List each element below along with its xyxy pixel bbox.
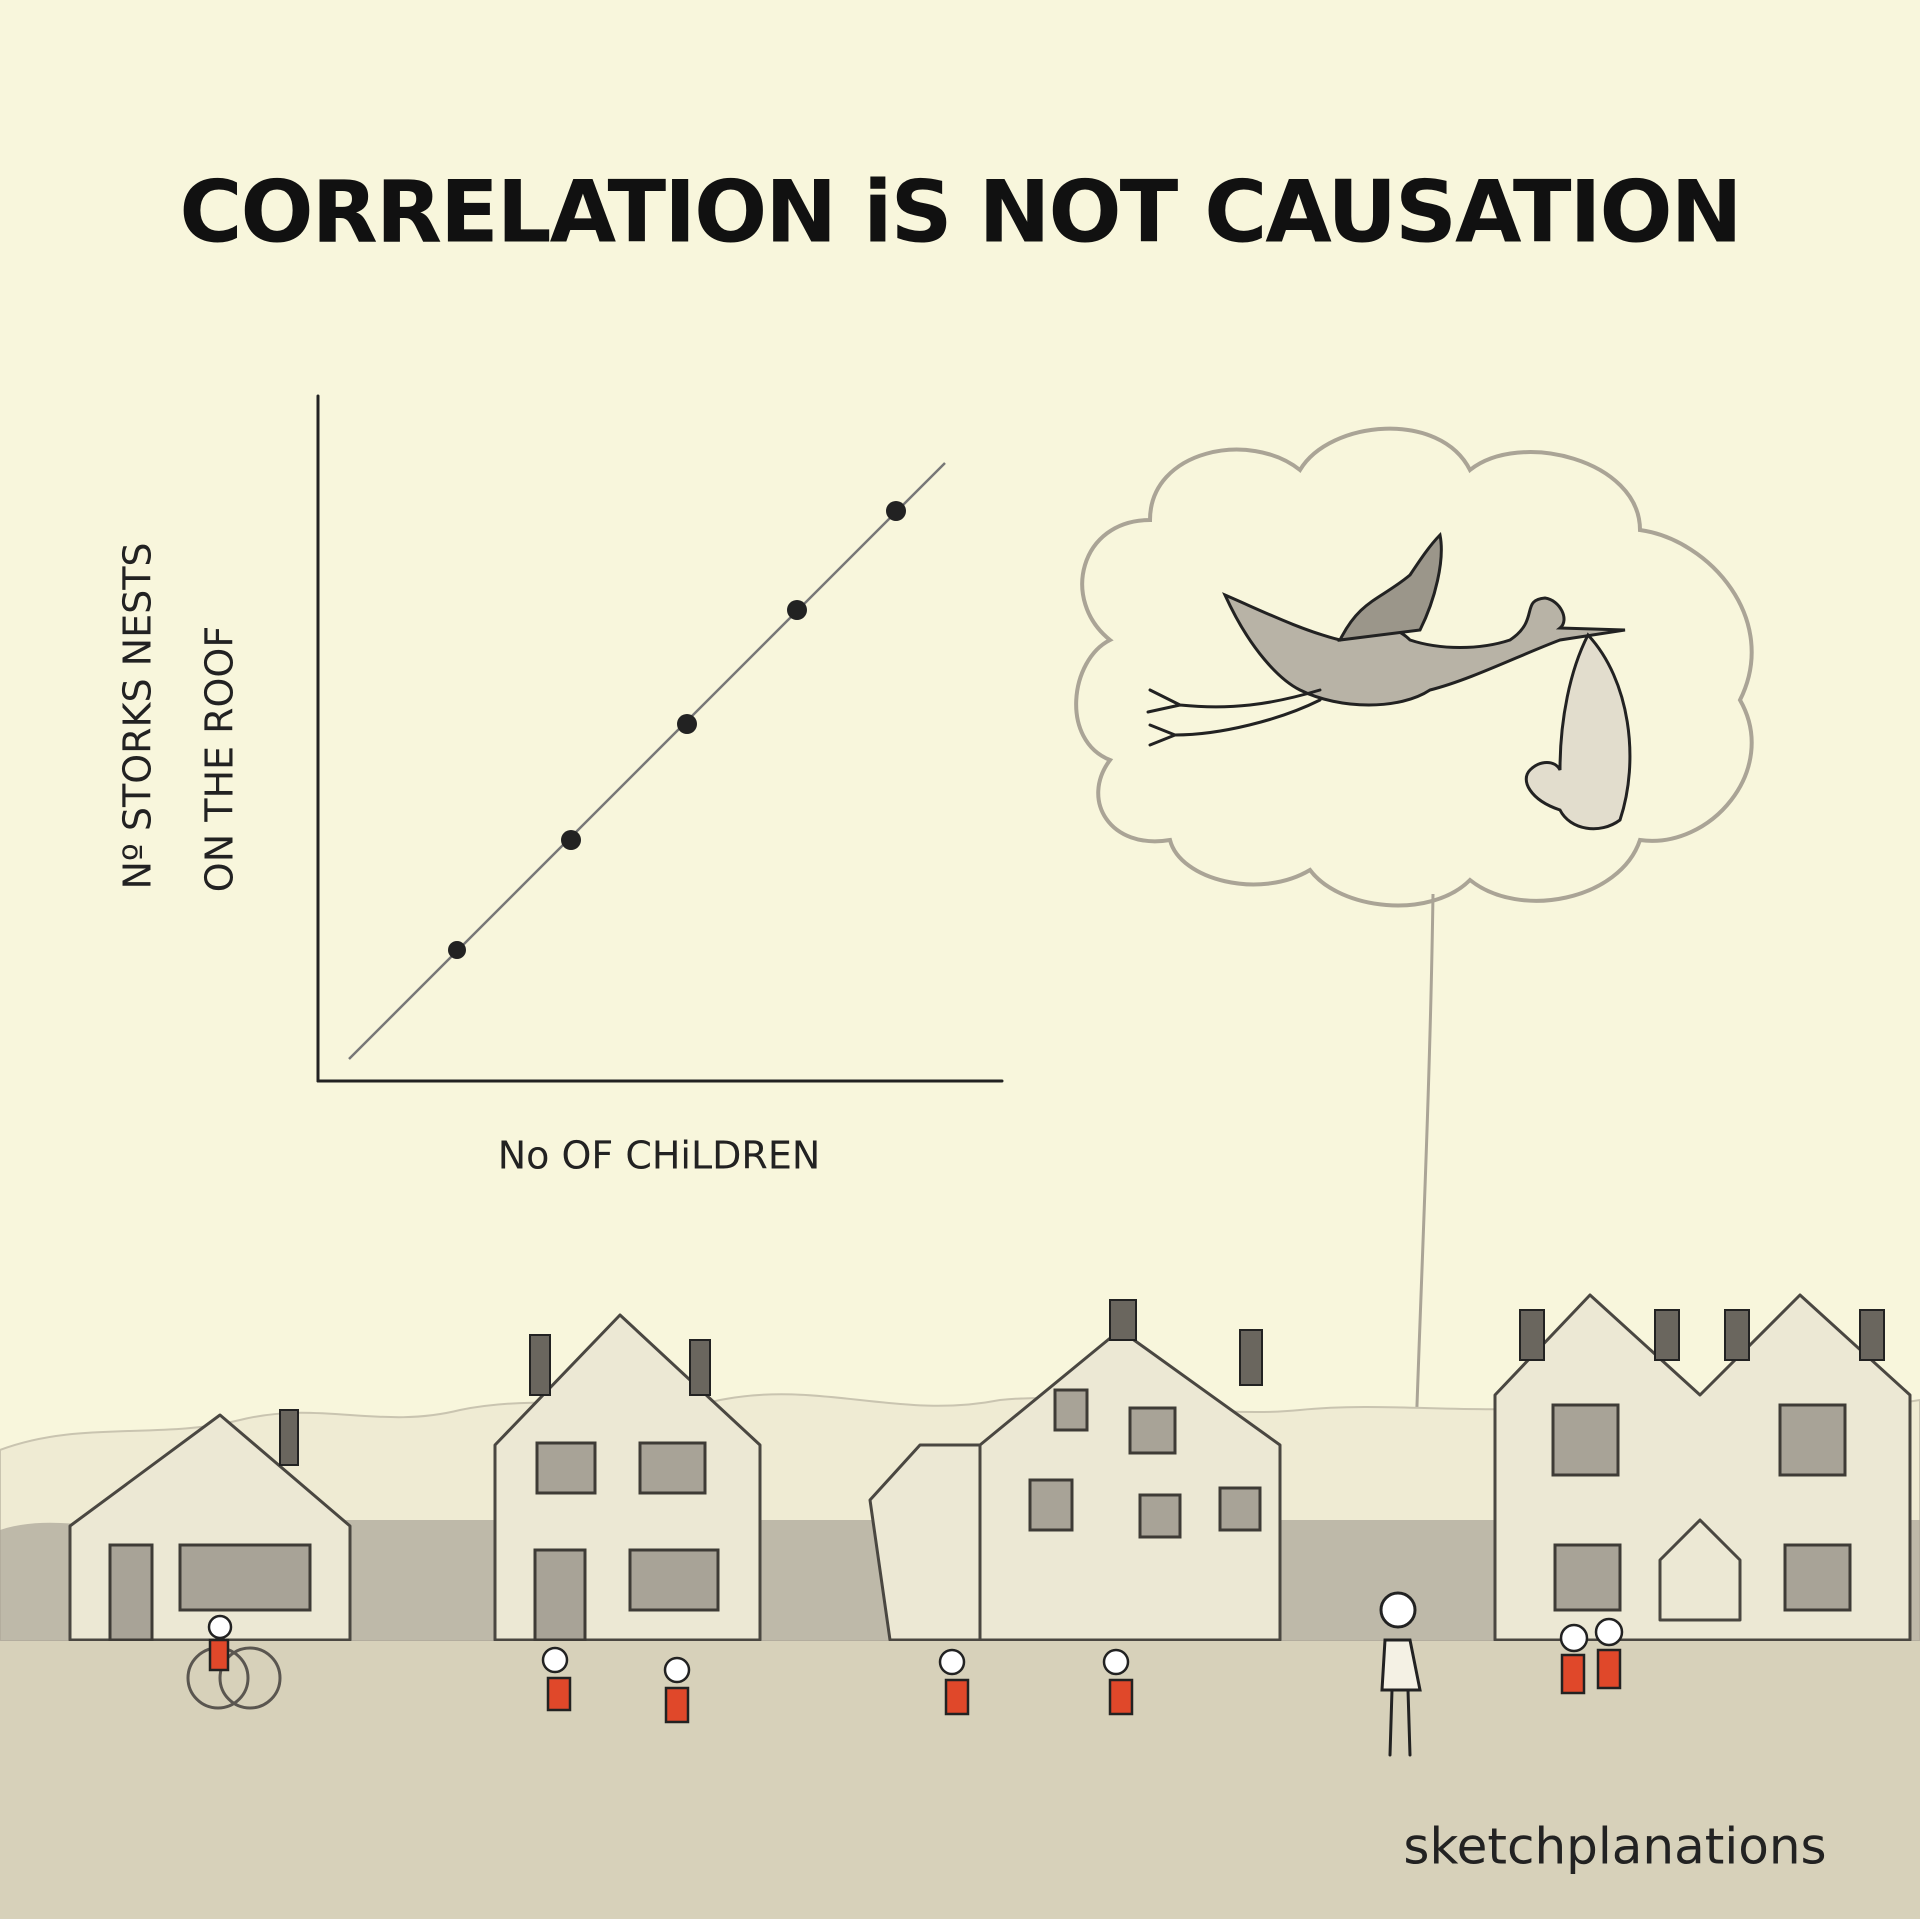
sketch-shape bbox=[1778, 1403, 1847, 1477]
point bbox=[677, 714, 697, 734]
sketch-shape bbox=[1388, 1688, 1412, 1757]
sketch-shape bbox=[1053, 1388, 1089, 1432]
sketch-shape bbox=[628, 1548, 720, 1612]
sketch-shape bbox=[279, 1409, 299, 1466]
sketch-shape bbox=[1524, 632, 1632, 831]
sketch-shape bbox=[1596, 1648, 1622, 1690]
sketch-shape bbox=[108, 1543, 154, 1642]
sketch-shape bbox=[1028, 1478, 1074, 1532]
scatter-sketch: Nº STORKS NESTS ON THE ROOF No OF CHiLDR… bbox=[116, 394, 1004, 1178]
sketch-shape bbox=[1218, 1486, 1262, 1532]
sketch-shape bbox=[1560, 1653, 1586, 1695]
sketch-shape bbox=[207, 1614, 233, 1640]
sketch-shape bbox=[529, 1334, 551, 1396]
stork-with-baby bbox=[1146, 531, 1632, 831]
sketch-shape bbox=[1559, 1623, 1589, 1653]
point bbox=[561, 830, 581, 850]
sketch-shape bbox=[1380, 1638, 1422, 1692]
sketch-shape bbox=[1724, 1309, 1750, 1361]
sketch-shape bbox=[938, 1648, 966, 1676]
x-axis-label: No OF CHiLDREN bbox=[498, 1134, 821, 1178]
sketch-shape bbox=[1146, 688, 1322, 747]
credit: sketchplanations bbox=[1403, 1818, 1826, 1876]
sketch-shape bbox=[1102, 1648, 1130, 1676]
point bbox=[886, 501, 906, 521]
title: CORRELATION iS NOT CAUSATION bbox=[179, 162, 1740, 262]
sketch-shape bbox=[689, 1339, 711, 1396]
point bbox=[787, 600, 807, 620]
sketch-shape bbox=[279, 1299, 1885, 1466]
sketch-shape bbox=[638, 1441, 707, 1495]
sketch-shape bbox=[1379, 1591, 1417, 1629]
sketch-shape bbox=[535, 1441, 597, 1495]
people bbox=[186, 1591, 1624, 1757]
sketch-shape bbox=[178, 1543, 312, 1612]
sketch-shape bbox=[218, 1646, 282, 1710]
sketch-shape bbox=[868, 1443, 982, 1642]
point bbox=[448, 941, 466, 959]
sketch-shape bbox=[944, 1678, 970, 1716]
sketch-shape bbox=[1658, 1518, 1742, 1622]
sketch-shape bbox=[1859, 1309, 1885, 1361]
trend-line bbox=[348, 462, 946, 1060]
sketch-shape bbox=[1594, 1617, 1624, 1647]
sketch-shape bbox=[208, 1638, 230, 1672]
sketch-shape bbox=[1553, 1543, 1622, 1612]
sketch-shape bbox=[1239, 1329, 1263, 1386]
sketch-shape bbox=[1519, 1309, 1545, 1361]
sketch-shape bbox=[1108, 1678, 1134, 1716]
sketch-shape bbox=[663, 1656, 691, 1684]
sketch-shape bbox=[1128, 1406, 1177, 1455]
sketch-shape bbox=[541, 1646, 569, 1674]
sketch-shape bbox=[1138, 1493, 1182, 1539]
sketch-shape bbox=[1654, 1309, 1680, 1361]
sketch-shape bbox=[1551, 1403, 1620, 1477]
y-axis-label: Nº STORKS NESTS bbox=[116, 542, 160, 889]
sketch-shape bbox=[1783, 1543, 1852, 1612]
sketch-shape bbox=[546, 1676, 572, 1712]
cloud-outline bbox=[1074, 426, 1754, 908]
sketch-shape bbox=[1109, 1299, 1137, 1341]
points bbox=[448, 501, 906, 959]
sketch-shape bbox=[664, 1686, 690, 1724]
thought-cloud bbox=[1074, 426, 1754, 1495]
sketch-shape bbox=[1337, 531, 1443, 642]
y-axis-label: ON THE ROOF bbox=[198, 626, 242, 892]
houses bbox=[68, 1293, 1912, 1642]
sketch-shape bbox=[533, 1548, 587, 1642]
